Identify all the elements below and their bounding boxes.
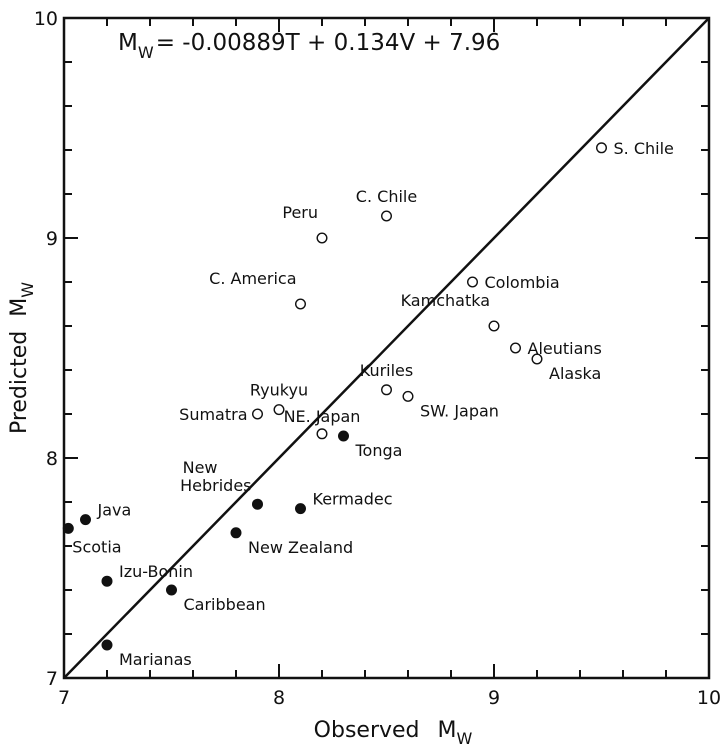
y-axis-label-text: Predicted: [7, 331, 32, 434]
plot-frame: [62, 16, 711, 680]
open-point: [381, 384, 393, 396]
open-point: [295, 298, 307, 310]
point-label: NE. Japan: [284, 407, 361, 426]
point-label: SW. Japan: [420, 401, 499, 420]
point-label: Peru: [282, 203, 318, 222]
point-label: Marianas: [119, 650, 192, 669]
open-point: [316, 232, 328, 244]
point-label: Ryukyu: [250, 381, 308, 400]
filled-point: [79, 514, 91, 526]
point-label: Sumatra: [179, 405, 247, 424]
point-label: Aleutians: [528, 339, 602, 358]
y-axis-label: Predicted MW: [7, 282, 37, 434]
point-label: Kuriles: [360, 361, 413, 380]
filled-point: [251, 498, 263, 510]
filled-point: [101, 639, 113, 651]
x-axis-label-sub: W: [457, 729, 473, 748]
equation-lhs: M: [118, 30, 138, 56]
x-axis-label-text: Observed: [314, 718, 420, 743]
point-label: New: [183, 458, 218, 477]
point-label: Caribbean: [184, 595, 266, 614]
data-points: [62, 142, 608, 651]
open-point: [510, 342, 522, 354]
x-axis-symbol: M: [438, 718, 457, 743]
equation-lhs-sub: W: [138, 43, 154, 62]
filled-point: [101, 575, 113, 587]
open-point: [381, 210, 393, 222]
open-point: [251, 408, 263, 420]
equation-text: MW= -0.00889T + 0.134V + 7.96: [118, 30, 500, 62]
point-label: Hebrides: [180, 476, 251, 495]
x-tick-label: 8: [273, 687, 285, 709]
open-point: [273, 404, 285, 416]
filled-point: [338, 430, 350, 442]
x-tick-label: 7: [58, 687, 70, 709]
point-label: Java: [97, 501, 132, 520]
x-tick-label: 10: [697, 687, 721, 709]
point-label: Kermadec: [313, 490, 393, 509]
open-point: [467, 276, 479, 288]
x-axis-label: Observed MW: [314, 718, 473, 748]
open-point: [596, 142, 608, 154]
one-to-one-line: [63, 17, 710, 679]
filled-point: [165, 584, 177, 596]
x-tick-label: 9: [488, 687, 500, 709]
equation-rhs: = -0.00889T + 0.134V + 7.96: [156, 30, 501, 56]
y-axis-symbol: M: [7, 298, 32, 317]
open-point: [316, 428, 328, 440]
point-label: C. America: [209, 269, 296, 288]
point-label: S. Chile: [614, 139, 674, 158]
filled-point: [230, 527, 242, 539]
y-tick-label: 9: [46, 228, 58, 250]
y-axis-label-sub: W: [18, 282, 37, 298]
point-label: New Zealand: [248, 538, 353, 557]
plot-border: [62, 16, 711, 680]
y-tick-label: 7: [46, 668, 58, 690]
filled-point: [295, 503, 307, 515]
point-label: Colombia: [485, 273, 560, 292]
y-tick-label: 10: [34, 8, 58, 30]
y-tick-label: 8: [46, 448, 58, 470]
axis-ticks: 7 8 9 10 7 8 9 10: [34, 8, 721, 709]
reference-line: [63, 17, 710, 679]
filled-point: [62, 522, 74, 534]
point-label: Scotia: [72, 537, 121, 556]
point-label: Tonga: [355, 441, 403, 460]
point-labels: S. Chile C. Chile Peru Colombia C. America Ka…: [72, 139, 674, 669]
point-label: Izu-Bonin: [119, 562, 193, 581]
point-label: Kamchatka: [401, 291, 490, 310]
point-label: C. Chile: [356, 187, 417, 206]
open-point: [531, 353, 543, 365]
point-label: Alaska: [549, 364, 601, 383]
open-point: [402, 390, 414, 402]
open-point: [488, 320, 500, 332]
